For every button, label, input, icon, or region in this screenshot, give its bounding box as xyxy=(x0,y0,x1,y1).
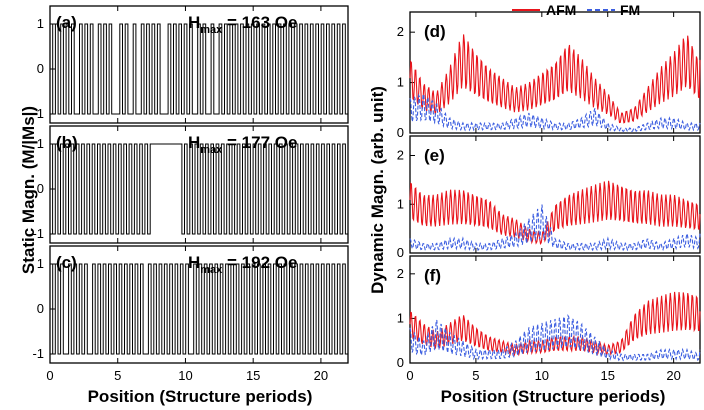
fm-trace xyxy=(409,92,701,133)
static-panel-1-frame xyxy=(49,125,349,244)
dynamic-x-tick-label-2: 10 xyxy=(535,368,549,383)
static-panel-1: -1 0 1 (b) Hmax = 177 Oe xyxy=(32,125,349,244)
static-magnetization-line xyxy=(50,23,348,115)
right-y-axis-title: Dynamic Magn. (arb. unit) xyxy=(368,86,387,294)
static-y-tick-label-0: -1 xyxy=(32,226,44,241)
dynamic-panel-1-frame xyxy=(409,135,701,254)
dynamic-y-tick-label-0: 0 xyxy=(397,355,404,370)
static-y-tick-label-2: 1 xyxy=(37,256,44,271)
panel-label: (b) xyxy=(56,133,78,152)
dynamic-y-tick-label-1: 1 xyxy=(397,196,404,211)
legend-fm-label: FM xyxy=(620,2,640,18)
static-y-tick-label-2: 1 xyxy=(37,136,44,151)
static-panels: -101 (a) Hmax = 163 Oe-101 (b) Hmax = 177 Oe… xyxy=(32,5,349,383)
dynamic-y-tick-label-1: 1 xyxy=(397,310,404,325)
panel-label: (e) xyxy=(424,146,445,165)
panel-label: (d) xyxy=(424,22,446,41)
hmax-label: Hmax = 163 Oe xyxy=(188,13,297,36)
panel-label: (a) xyxy=(56,13,77,32)
dynamic-y-tick-label-2: 2 xyxy=(397,24,404,39)
left-x-axis-title: Position (Structure periods) xyxy=(88,387,313,406)
afm-trace xyxy=(409,180,701,246)
dynamic-x-tick-label-4: 20 xyxy=(666,368,680,383)
dynamic-y-tick-label-2: 2 xyxy=(397,148,404,163)
static-y-tick-label-1: 0 xyxy=(37,181,44,196)
hmax-label: Hmax = 192 Oe xyxy=(188,253,297,276)
fm-trace xyxy=(409,204,701,252)
static-y-tick-label-0: -1 xyxy=(32,346,44,361)
left-y-axis-title: Static Magn. (M/|Ms|) xyxy=(19,106,38,274)
legend-afm-label: AFM xyxy=(546,2,576,18)
static-magnetization-line xyxy=(50,143,348,235)
dynamic-y-tick-label-2: 2 xyxy=(397,266,404,281)
dynamic-x-tick-label-0: 0 xyxy=(406,368,413,383)
legend: AFM FM xyxy=(512,2,640,18)
static-x-tick-label-0: 0 xyxy=(46,368,53,383)
static-y-tick-label-1: 0 xyxy=(37,301,44,316)
static-panel-0: -1 0 1 (a) Hmax = 163 Oe xyxy=(32,5,349,124)
afm-trace xyxy=(409,291,701,357)
dynamic-panel-0: 0 1 2 (d) xyxy=(397,11,701,140)
static-magnetization-line xyxy=(50,263,348,355)
right-x-axis-title: Position (Structure periods) xyxy=(441,387,666,406)
static-y-tick-label-2: 1 xyxy=(37,16,44,31)
panel-label: (f) xyxy=(424,266,441,285)
dynamic-x-tick-label-1: 5 xyxy=(472,368,479,383)
dynamic-panel-2-frame xyxy=(409,255,701,364)
static-panel-0-frame xyxy=(49,5,349,124)
fm-trace xyxy=(409,313,701,362)
dynamic-y-tick-label-0: 0 xyxy=(397,245,404,260)
static-x-tick-label-2: 10 xyxy=(178,368,192,383)
static-y-tick-label-1: 0 xyxy=(37,61,44,76)
dynamic-panel-1: 0 1 2 (e) xyxy=(397,135,701,260)
dynamic-x-tick-label-3: 15 xyxy=(600,368,614,383)
static-x-tick-label-1: 5 xyxy=(114,368,121,383)
afm-trace xyxy=(409,34,701,124)
static-panel-2-frame xyxy=(49,245,349,364)
static-panel-2: -1 0 1 (c) Hmax = 192 Oe xyxy=(32,245,349,364)
static-x-tick-label-3: 15 xyxy=(246,368,260,383)
static-y-tick-label-0: -1 xyxy=(32,106,44,121)
dynamic-y-tick-label-0: 0 xyxy=(397,125,404,140)
hmax-label: Hmax = 177 Oe xyxy=(188,133,297,156)
static-x-tick-label-4: 20 xyxy=(314,368,328,383)
dynamic-panels: 0 1 2 (d) 0 1 2 (e) 0 1 2 (f) 0 5 10 15 20 xyxy=(397,11,701,383)
dynamic-y-tick-label-1: 1 xyxy=(397,75,404,90)
panel-label: (c) xyxy=(56,253,77,272)
dynamic-panel-2: 0 1 2 (f) xyxy=(397,255,701,370)
